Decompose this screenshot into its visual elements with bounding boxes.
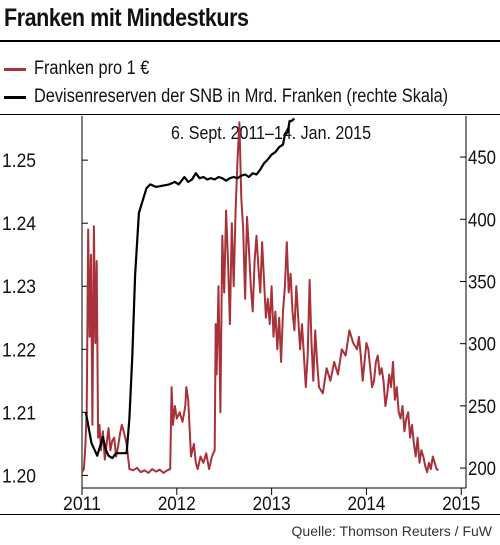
y-right-tick-label: 450: [468, 148, 496, 169]
title-rule: [0, 40, 500, 42]
legend-rule: [0, 114, 500, 115]
y-right-tick-label: 250: [468, 397, 496, 418]
series-line-reserves: [84, 117, 296, 460]
y-right-tick-label: 350: [468, 272, 496, 293]
x-tick-label: 2013: [253, 494, 291, 515]
y-left-tick-label: 1.24: [2, 214, 36, 235]
y-left-tick-label: 1.22: [2, 340, 36, 361]
x-tick-label: 2012: [158, 494, 196, 515]
legend-swatch-chf: [4, 67, 26, 71]
chart-title: Franken mit Mindestkurs: [4, 4, 249, 32]
legend-item-chf: Franken pro 1 €: [4, 58, 168, 80]
y-right-tick-label: 300: [468, 335, 496, 356]
legend-label-chf: Franken pro 1 €: [34, 58, 150, 79]
y-left-tick-label: 1.23: [2, 277, 36, 298]
legend-label-reserves: Devisenreserven der SNB in Mrd. Franken …: [34, 86, 449, 107]
y-left-tick-label: 1.21: [2, 403, 36, 424]
x-tick-label: 2011: [63, 494, 101, 515]
y-left-tick-label: 1.25: [2, 151, 36, 172]
date-range-annotation: 6. Sept. 2011–14. Jan. 2015: [171, 123, 371, 143]
y-left-tick-label: 1.20: [2, 466, 36, 487]
y-right-tick-label: 200: [468, 459, 496, 480]
bottom-rule: [0, 514, 500, 515]
x-tick-label: 2014: [347, 494, 385, 515]
legend-item-reserves: Devisenreserven der SNB in Mrd. Franken …: [4, 86, 500, 108]
x-tick-label: 2015: [442, 494, 480, 515]
legend-swatch-reserves: [4, 95, 26, 99]
y-right-tick-label: 400: [468, 210, 496, 231]
series-line-chf: [81, 121, 440, 474]
source-note: Quelle: Thomson Reuters / FuW: [291, 523, 492, 539]
